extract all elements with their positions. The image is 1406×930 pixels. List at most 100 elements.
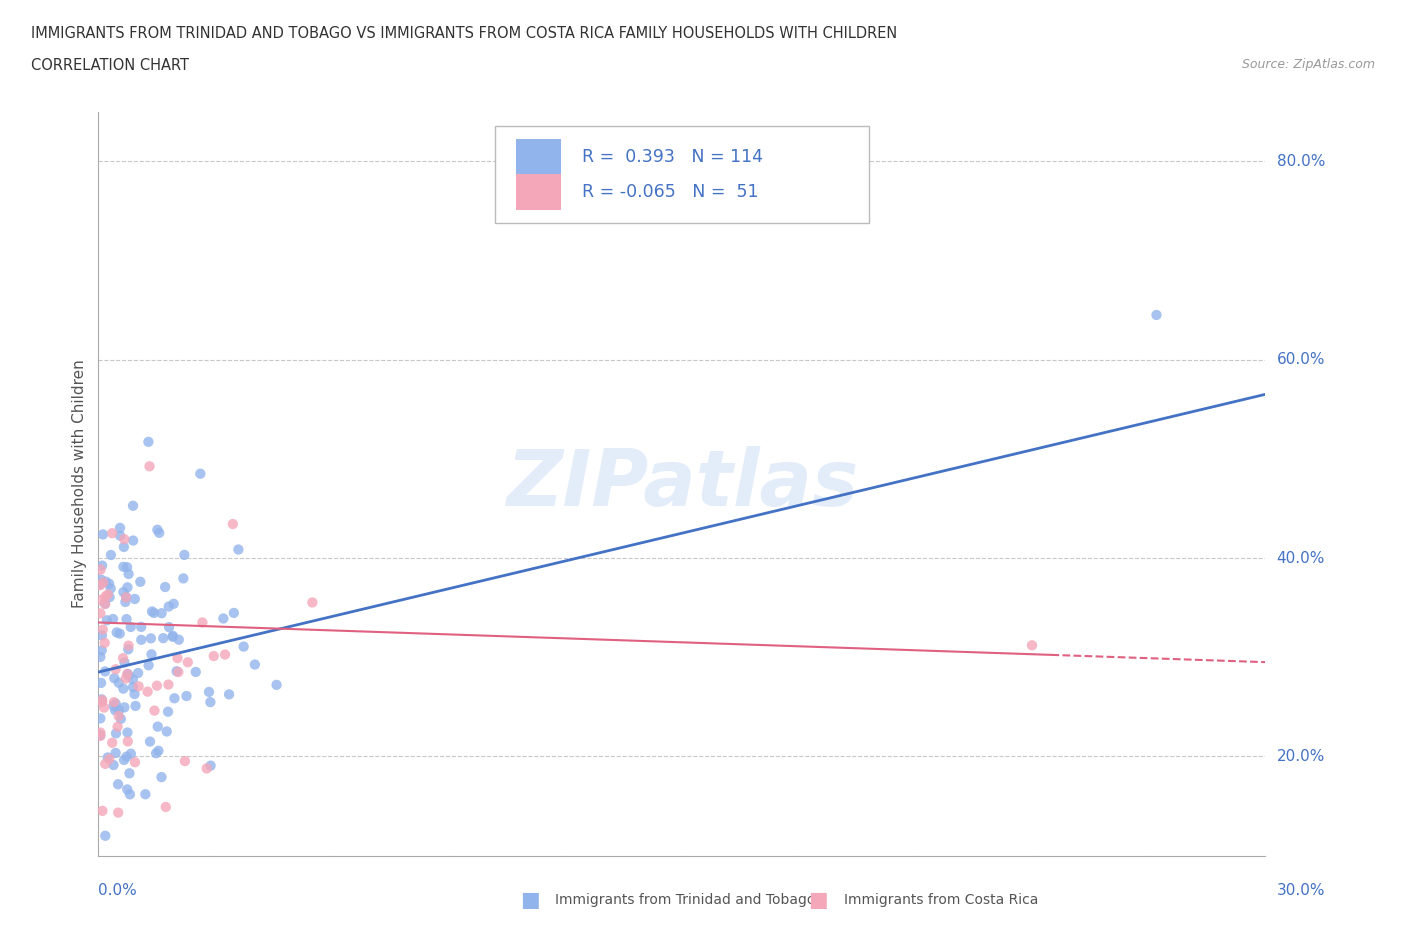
Point	[94, 589, 117, 604]
Point	[146, 523, 169, 538]
Point	[96, 613, 118, 628]
Point	[120, 746, 142, 761]
Point	[184, 665, 207, 680]
Point	[114, 671, 136, 686]
Point	[115, 590, 138, 604]
Point	[129, 575, 152, 590]
Text: R =  0.393   N = 114: R = 0.393 N = 114	[582, 148, 762, 166]
Point	[103, 758, 125, 773]
Point	[89, 577, 111, 591]
Point	[120, 619, 142, 634]
Point	[94, 829, 117, 844]
Point	[91, 527, 114, 542]
Point	[94, 596, 117, 611]
Point	[117, 566, 139, 581]
Point	[91, 693, 114, 708]
Point	[138, 434, 160, 449]
Point	[115, 782, 138, 797]
Point	[198, 684, 221, 699]
Point	[150, 605, 173, 620]
Point	[146, 719, 169, 734]
Point	[153, 579, 176, 594]
Point	[155, 800, 177, 815]
Text: ■: ■	[520, 890, 540, 910]
Point	[128, 679, 150, 694]
Text: 40.0%: 40.0%	[1277, 551, 1324, 565]
Point	[114, 655, 136, 670]
Point	[191, 615, 214, 630]
Point	[162, 630, 184, 644]
Point	[167, 632, 190, 647]
Point	[163, 691, 186, 706]
Point	[214, 647, 236, 662]
Point	[166, 651, 188, 666]
Point	[152, 631, 174, 645]
Point	[107, 709, 129, 724]
Point	[212, 611, 235, 626]
Point	[118, 787, 141, 802]
Point	[114, 594, 136, 609]
Point	[89, 728, 111, 743]
Point	[138, 458, 160, 473]
Point	[156, 724, 179, 739]
Point	[108, 703, 131, 718]
Point	[145, 746, 167, 761]
Point	[243, 658, 266, 672]
Text: 60.0%: 60.0%	[1277, 352, 1324, 367]
Text: R = -0.065   N =  51: R = -0.065 N = 51	[582, 183, 758, 201]
Point	[103, 671, 125, 685]
Point	[104, 746, 127, 761]
Y-axis label: Family Households with Children: Family Households with Children	[72, 359, 87, 608]
Point	[118, 669, 141, 684]
Point	[101, 525, 124, 540]
Point	[218, 687, 240, 702]
Point	[97, 587, 120, 602]
Point	[117, 580, 139, 595]
Point	[91, 575, 114, 590]
Point	[138, 658, 160, 672]
Point	[89, 727, 111, 742]
Point	[200, 695, 222, 710]
Point	[115, 590, 138, 604]
Point	[117, 642, 139, 657]
Point	[89, 725, 111, 740]
Point	[103, 695, 125, 710]
Point	[163, 596, 186, 611]
Point	[105, 625, 128, 640]
Point	[150, 770, 173, 785]
Point	[100, 548, 122, 563]
Point	[195, 761, 218, 776]
Text: 0.0%: 0.0%	[98, 884, 138, 898]
Point	[112, 539, 135, 554]
Point	[124, 755, 146, 770]
Point	[108, 626, 131, 641]
Point	[112, 700, 135, 715]
Point	[107, 805, 129, 820]
Point	[89, 578, 111, 592]
Point	[94, 596, 117, 611]
Point	[107, 777, 129, 791]
Point	[104, 662, 127, 677]
Point	[122, 498, 145, 513]
Point	[101, 736, 124, 751]
FancyBboxPatch shape	[495, 126, 869, 223]
Text: 30.0%: 30.0%	[1277, 884, 1324, 898]
Point	[94, 756, 117, 771]
Point	[266, 677, 288, 692]
Point	[94, 574, 117, 589]
Point	[93, 700, 115, 715]
Point	[200, 758, 222, 773]
Point	[157, 599, 180, 614]
Point	[141, 647, 163, 662]
Point	[232, 639, 254, 654]
Point	[136, 684, 159, 699]
Point	[157, 704, 180, 719]
Point	[91, 622, 114, 637]
Point	[110, 711, 132, 726]
Point	[90, 643, 112, 658]
Bar	[516, 174, 561, 210]
Point	[188, 466, 211, 481]
Point	[100, 581, 122, 596]
Point	[112, 559, 135, 574]
Point	[117, 667, 139, 682]
